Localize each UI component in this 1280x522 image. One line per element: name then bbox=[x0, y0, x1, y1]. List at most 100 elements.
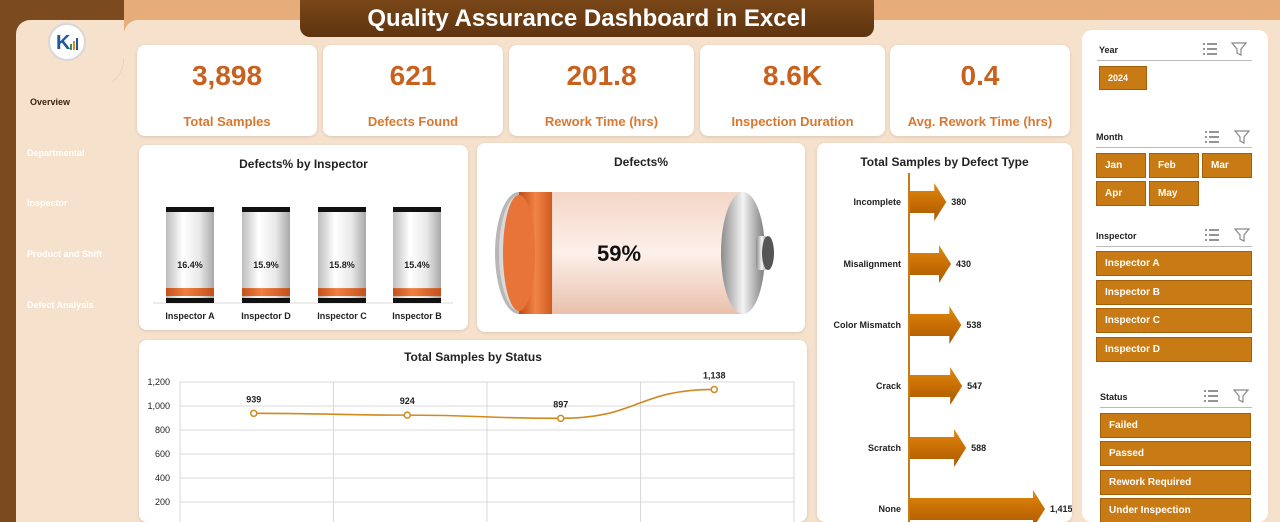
inspector-fill bbox=[166, 288, 214, 297]
kpi-defects-found: 621 Defects Found bbox=[323, 45, 503, 136]
battery-gauge: 59% bbox=[495, 192, 774, 314]
sidebar-item-product-and-shift[interactable]: Product and Shift bbox=[27, 249, 102, 259]
y-tick-label: 1,000 bbox=[147, 401, 170, 411]
defect-type-value: 538 bbox=[966, 320, 981, 330]
kpi-value: 201.8 bbox=[566, 60, 637, 91]
status-value-label: 939 bbox=[246, 394, 261, 404]
inspector-category-label: Inspector B bbox=[392, 311, 442, 321]
slicer-status-failed[interactable]: Failed bbox=[1100, 413, 1251, 438]
inspector-category-label: Inspector C bbox=[317, 311, 367, 321]
multi-select-icon[interactable] bbox=[1204, 130, 1220, 144]
kpi-label: Defects Found bbox=[367, 114, 459, 129]
status-point bbox=[250, 409, 258, 418]
slicer-panel bbox=[1082, 30, 1268, 522]
y-tick-label: 1,200 bbox=[147, 377, 170, 387]
sidebar-item-inspector[interactable]: Inspector bbox=[27, 198, 68, 208]
slicer-divider bbox=[1100, 407, 1252, 408]
status-value-label: 924 bbox=[400, 396, 415, 406]
defect-type-arrow: None 1,415 bbox=[879, 490, 1072, 522]
inspector-category-label: Inspector D bbox=[241, 311, 291, 321]
slicer-month-feb[interactable]: Feb bbox=[1149, 153, 1199, 178]
defect-type-label: Crack bbox=[876, 381, 902, 391]
status-line bbox=[253, 388, 715, 420]
chart-title: Defects% bbox=[613, 155, 669, 169]
chart-defects-by-inspector: Defects% by Inspector 16.4% Inspector A 15… bbox=[139, 145, 468, 330]
inspector-value-label: 15.9% bbox=[253, 260, 279, 270]
slicer-status-rework-required[interactable]: Rework Required bbox=[1100, 470, 1251, 495]
slicer-month-may[interactable]: May bbox=[1149, 181, 1199, 206]
inspector-value-label: 15.8% bbox=[329, 260, 355, 270]
inspector-category-label: Inspector A bbox=[165, 311, 215, 321]
inspector-value-label: 15.4% bbox=[404, 260, 430, 270]
inspector-value-label: 16.4% bbox=[177, 260, 203, 270]
slicer-status-title: Status bbox=[1100, 392, 1128, 402]
kpi-value: 3,898 bbox=[191, 60, 263, 91]
chart-title: Total Samples by Defect Type bbox=[860, 155, 1029, 169]
kpi-label: Avg. Rework Time (hrs) bbox=[907, 114, 1053, 129]
status-line-chart: 1,200 1,000 800 600 400 200 939 924 897 1,138 bbox=[147, 370, 795, 522]
sidebar-item-departmental[interactable]: Departmental bbox=[27, 148, 85, 158]
chart-samples-by-status: Total Samples by Status 1,200 1,000 800 600… bbox=[139, 340, 807, 522]
status-point bbox=[710, 385, 718, 394]
company-logo: K bbox=[48, 23, 86, 61]
clear-filter-icon[interactable] bbox=[1234, 130, 1250, 144]
clear-filter-icon[interactable] bbox=[1233, 389, 1249, 403]
slicer-inspector-a[interactable]: Inspector A bbox=[1096, 251, 1252, 276]
sidebar-item-overview[interactable]: Overview bbox=[22, 82, 124, 122]
slicer-year-2024[interactable]: 2024 bbox=[1099, 66, 1147, 90]
inspector-bar: 15.9% Inspector D bbox=[241, 207, 291, 321]
inspector-fill bbox=[393, 288, 441, 297]
kpi-value: 621 bbox=[389, 60, 437, 91]
defect-type-value: 430 bbox=[956, 259, 971, 269]
multi-select-icon[interactable] bbox=[1204, 228, 1220, 242]
defect-type-label: Misalignment bbox=[843, 259, 901, 269]
multi-select-icon[interactable] bbox=[1203, 389, 1219, 403]
status-point bbox=[557, 414, 565, 423]
defect-type-value: 588 bbox=[971, 443, 986, 453]
multi-select-icon[interactable] bbox=[1202, 42, 1218, 56]
inspector-fill bbox=[242, 288, 290, 297]
status-value-label: 1,138 bbox=[703, 370, 726, 380]
slicer-divider bbox=[1096, 147, 1252, 148]
inspector-bar: 15.4% Inspector B bbox=[392, 207, 442, 321]
slicer-inspector-title: Inspector bbox=[1096, 231, 1137, 241]
slicer-status-passed[interactable]: Passed bbox=[1100, 441, 1251, 466]
slicer-month-mar[interactable]: Mar bbox=[1202, 153, 1252, 178]
y-tick-label: 600 bbox=[155, 449, 170, 459]
inspector-bar: 15.8% Inspector C bbox=[317, 207, 367, 321]
slicer-year-title: Year bbox=[1099, 45, 1119, 55]
inspector-fill bbox=[318, 288, 366, 297]
kpi-rework-time: 201.8 Rework Time (hrs) bbox=[509, 45, 694, 136]
y-tick-label: 400 bbox=[155, 473, 170, 483]
defect-type-label: Incomplete bbox=[853, 197, 901, 207]
y-tick-label: 200 bbox=[155, 497, 170, 507]
slicer-divider bbox=[1096, 246, 1252, 247]
defect-type-arrows: Incomplete 380 Misalignment 430 Color Mismat… bbox=[833, 173, 1072, 522]
slicer-inspector-d[interactable]: Inspector D bbox=[1096, 337, 1252, 362]
chart-defects-percent: Defects% 59% bbox=[477, 143, 805, 332]
defect-type-arrow: Incomplete 380 bbox=[853, 183, 966, 221]
logo-icon: K bbox=[56, 32, 78, 54]
slicer-inspector-c[interactable]: Inspector C bbox=[1096, 308, 1252, 333]
kpi-label: Rework Time (hrs) bbox=[544, 114, 659, 129]
slicer-month-jan[interactable]: Jan bbox=[1096, 153, 1146, 178]
y-tick-label: 800 bbox=[155, 425, 170, 435]
kpi-label: Total Samples bbox=[183, 114, 271, 129]
defect-type-label: Scratch bbox=[868, 443, 901, 453]
clear-filter-icon[interactable] bbox=[1231, 42, 1247, 56]
defect-type-label: Color Mismatch bbox=[833, 320, 901, 330]
slicer-status-under-inspection[interactable]: Under Inspection bbox=[1100, 498, 1251, 522]
sidebar-item-defect-analysis[interactable]: Defect Analysis bbox=[27, 300, 94, 310]
battery-value-label: 59% bbox=[597, 241, 641, 266]
chart-samples-by-defect-type: Total Samples by Defect Type Incomplete 3… bbox=[817, 143, 1072, 522]
slicer-inspector-b[interactable]: Inspector B bbox=[1096, 280, 1252, 305]
kpi-inspection-duration: 8.6K Inspection Duration bbox=[700, 45, 885, 136]
clear-filter-icon[interactable] bbox=[1234, 228, 1250, 242]
slicer-month-apr[interactable]: Apr bbox=[1096, 181, 1146, 206]
kpi-avg-rework-time: 0.4 Avg. Rework Time (hrs) bbox=[890, 45, 1070, 136]
kpi-label: Inspection Duration bbox=[731, 114, 854, 129]
dashboard-title: Quality Assurance Dashboard in Excel bbox=[300, 0, 874, 37]
defect-type-arrow: Scratch 588 bbox=[868, 429, 986, 467]
defect-type-arrow: Crack 547 bbox=[876, 367, 982, 405]
defect-type-value: 547 bbox=[967, 381, 982, 391]
